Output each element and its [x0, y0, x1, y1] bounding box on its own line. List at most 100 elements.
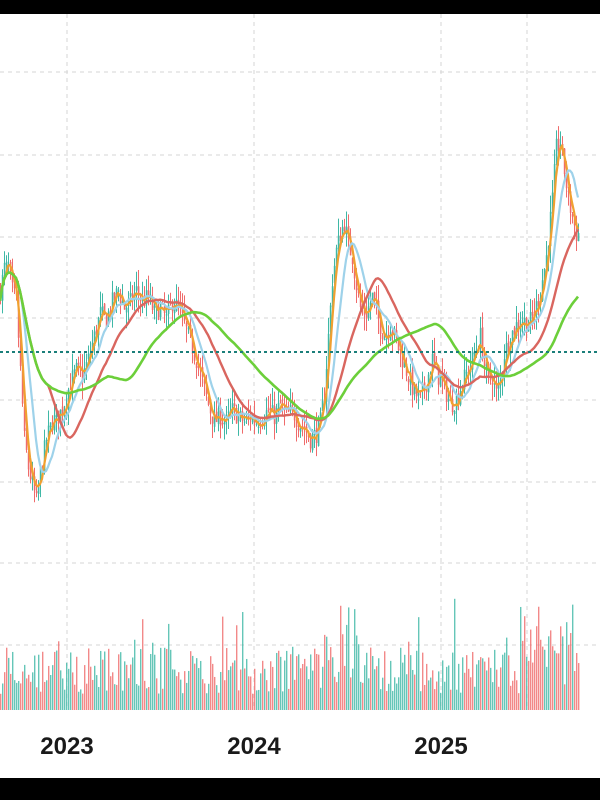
volume-bar — [216, 685, 218, 710]
volume-bar — [544, 649, 546, 710]
volume-bar — [150, 653, 152, 710]
volume-bar — [224, 680, 226, 710]
candle-body — [77, 362, 80, 365]
volume-bar — [310, 654, 312, 710]
volume-bar — [426, 663, 428, 710]
volume-bar — [462, 657, 464, 710]
volume-bar — [400, 647, 402, 710]
candle-body — [193, 355, 196, 361]
candle-body — [257, 426, 260, 428]
candle-body — [151, 296, 154, 310]
candle-body — [115, 288, 118, 298]
volume-bar — [446, 666, 448, 710]
candle-body — [309, 434, 312, 449]
volume-bar — [182, 693, 184, 710]
candle-body — [39, 467, 42, 484]
volume-bar — [184, 671, 186, 710]
volume-bar — [270, 661, 272, 710]
volume-bar — [390, 660, 392, 710]
volume-bar — [128, 678, 130, 710]
candle-body — [555, 138, 558, 165]
volume-bar — [552, 646, 554, 710]
candle-body — [223, 420, 226, 425]
volume-bar — [284, 660, 286, 710]
volume-bar — [278, 650, 280, 710]
volume-bar — [532, 662, 534, 710]
candle-body — [479, 328, 482, 349]
volume-bar — [22, 671, 24, 710]
volume-bar — [236, 625, 238, 710]
volume-bar — [364, 665, 366, 710]
volume-bar — [564, 684, 566, 710]
candle-body — [209, 405, 212, 414]
candle-body — [511, 330, 514, 346]
volume-bar — [250, 676, 252, 710]
volume-bar — [398, 677, 400, 710]
candle-body — [103, 303, 106, 313]
candle-body — [371, 292, 374, 302]
volume-bar — [336, 682, 338, 710]
volume-bar — [442, 660, 444, 710]
volume-bar — [194, 663, 196, 710]
volume-bar — [576, 652, 578, 710]
volume-bar — [206, 693, 208, 710]
candle-body — [95, 329, 98, 335]
volume-bar — [142, 619, 144, 710]
candle-body — [187, 327, 190, 330]
volume-bar — [170, 649, 172, 710]
candle-body — [565, 174, 568, 189]
volume-bar — [330, 647, 332, 710]
volume-bar — [558, 653, 560, 710]
volume-bar — [196, 658, 198, 710]
volume-bar — [76, 656, 78, 710]
volume-bar — [168, 623, 170, 710]
volume-bar — [486, 670, 488, 710]
volume-bar — [220, 671, 222, 710]
candle-body — [135, 286, 138, 291]
candle-body — [37, 485, 40, 494]
volume-bar — [26, 678, 28, 710]
volume-bar — [304, 658, 306, 710]
candle-body — [21, 365, 24, 404]
volume-bar — [500, 667, 502, 710]
candle-body — [111, 292, 114, 315]
volume-bar — [122, 690, 124, 710]
volume-bar — [452, 652, 454, 710]
candle-body — [173, 309, 176, 314]
candle-body — [47, 425, 50, 438]
volume-bar — [4, 672, 6, 710]
volume-bar — [282, 691, 284, 710]
candle-body — [197, 365, 200, 368]
candle-body — [537, 300, 540, 307]
volume-bar — [350, 677, 352, 710]
x-tick-label: 2025 — [414, 733, 467, 760]
volume-bar — [70, 652, 72, 710]
volume-bar — [46, 680, 48, 710]
candle-body — [495, 382, 498, 389]
candle-body — [85, 362, 88, 371]
volume-bar — [268, 691, 270, 710]
candle-body — [497, 383, 500, 389]
volume-bar — [292, 646, 294, 710]
candle-body — [515, 322, 518, 337]
candle-body — [207, 396, 210, 405]
volume-bar — [172, 669, 174, 710]
x-axis-ticks: 2023 2024 2025 — [40, 733, 467, 760]
volume-bar — [98, 686, 100, 710]
volume-bar — [540, 639, 542, 710]
volume-bar — [478, 660, 480, 710]
volume-bar — [546, 666, 548, 710]
volume-bar — [386, 691, 388, 710]
volume-bar — [372, 656, 374, 710]
candle-body — [27, 451, 30, 470]
volume-bar — [118, 654, 120, 710]
candle-body — [379, 316, 382, 334]
volume-bar — [306, 666, 308, 710]
volume-bar — [290, 654, 292, 710]
volume-bar — [424, 684, 426, 710]
volume-bar — [542, 646, 544, 710]
candle-body — [35, 491, 38, 493]
candle-body — [129, 292, 132, 297]
volume-bar — [498, 686, 500, 710]
volume-bar — [256, 690, 258, 710]
